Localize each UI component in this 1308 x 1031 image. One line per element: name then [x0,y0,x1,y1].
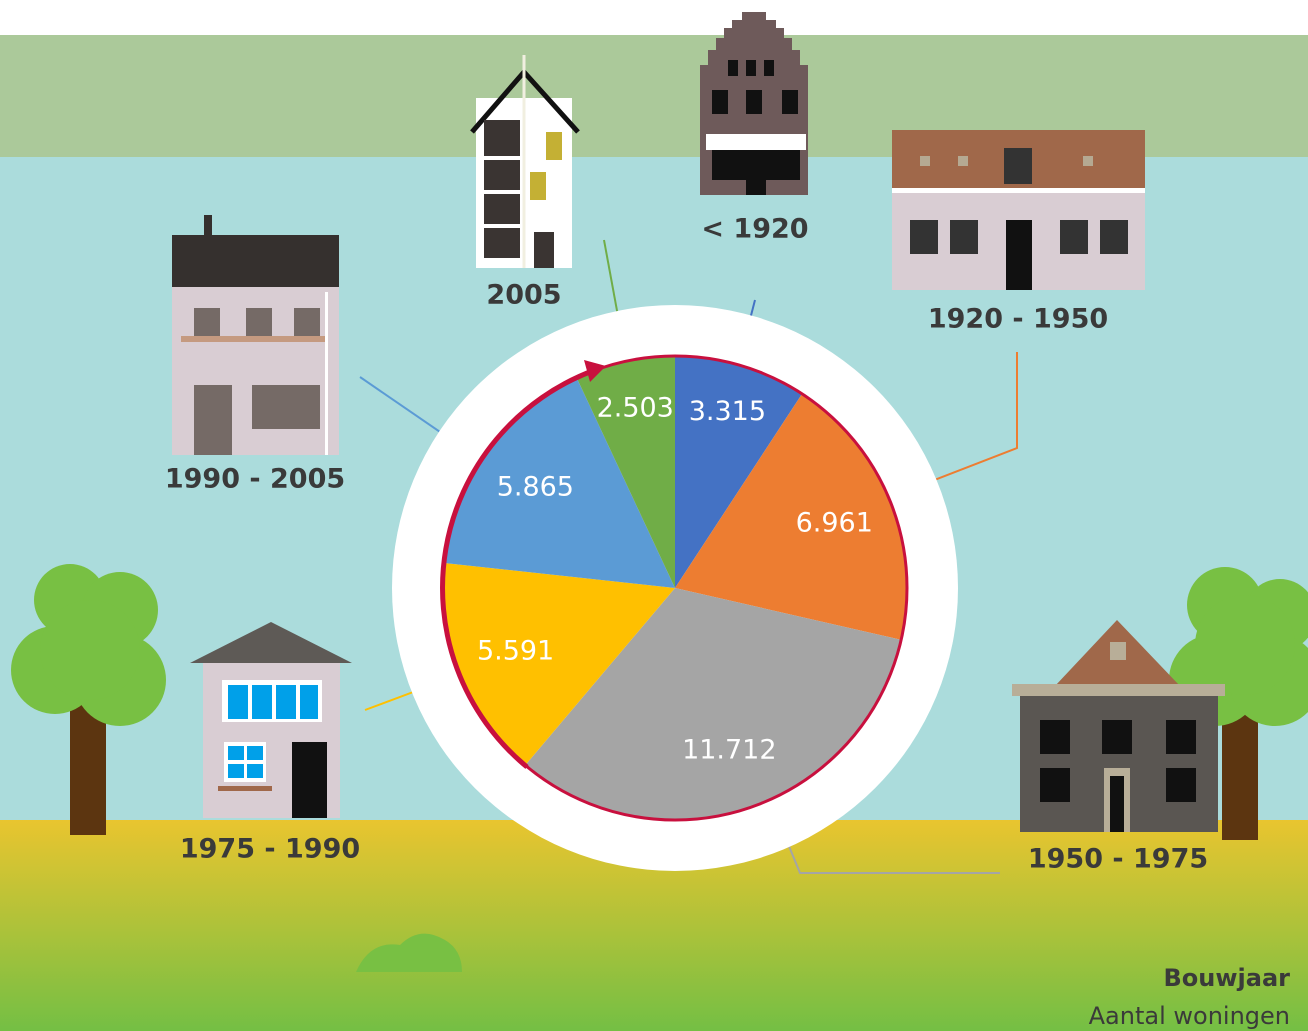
house-1990-2005 [172,215,339,455]
category-label: 2005 [486,280,561,311]
value-label: 5.591 [477,635,554,666]
legend-value-label: Aantal woningen [1089,1002,1290,1030]
house-1975-1990 [190,622,352,818]
category-label: 1920 - 1950 [928,304,1108,335]
value-label: 3.315 [689,396,766,427]
value-label: 6.961 [796,507,873,538]
category-label: < 1920 [701,214,808,245]
category-label: 1975 - 1990 [180,834,360,865]
house-pre-1920 [700,12,808,195]
infographic: 3.315 6.961 11.712 5.591 5.865 2.503 < 1920 1… [0,0,1308,1031]
pie [443,356,907,820]
category-label: 1990 - 2005 [165,464,345,495]
value-label: 5.865 [497,472,574,503]
legend-category-label: Bouwjaar [1164,964,1291,992]
value-label: 11.712 [682,734,776,765]
value-label: 2.503 [597,393,674,424]
house-1920-1950 [892,130,1145,290]
category-label: 1950 - 1975 [1028,844,1208,875]
